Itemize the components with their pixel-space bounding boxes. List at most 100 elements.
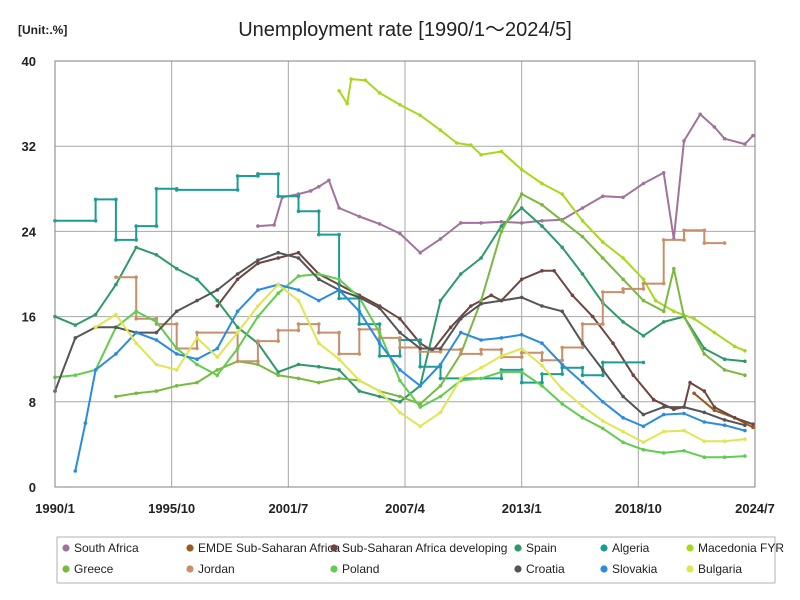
data-point <box>621 416 625 420</box>
data-point <box>661 405 666 409</box>
data-point <box>580 219 585 223</box>
data-point <box>438 346 443 351</box>
data-point <box>682 228 686 233</box>
data-point <box>154 338 159 342</box>
data-point <box>621 440 625 445</box>
data-point <box>661 429 666 434</box>
data-point <box>540 384 544 388</box>
data-point <box>154 389 159 393</box>
data-point <box>174 309 179 314</box>
data-point <box>256 304 260 308</box>
data-point <box>459 221 463 225</box>
data-point <box>499 370 504 374</box>
data-point <box>499 229 504 234</box>
data-point <box>499 354 504 358</box>
data-point <box>114 394 118 399</box>
x-axis: 1990/1 1995/10 2001/7 2007/4 2013/1 2018/10 20… <box>35 501 775 516</box>
data-point <box>174 368 179 372</box>
data-point <box>519 206 524 210</box>
data-point <box>580 206 585 210</box>
data-point <box>454 141 459 145</box>
data-point <box>418 405 423 409</box>
data-point <box>641 277 646 282</box>
data-point <box>134 341 138 346</box>
data-point <box>114 238 118 242</box>
data-point <box>357 327 362 332</box>
data-point <box>519 380 524 385</box>
data-point <box>722 357 727 362</box>
data-point <box>256 362 260 367</box>
legend-label: South Africa <box>74 541 139 555</box>
legend-marker <box>186 565 194 573</box>
data-point <box>601 373 605 378</box>
data-point <box>601 426 605 431</box>
data-point <box>377 306 382 310</box>
data-point <box>702 352 707 356</box>
data-point <box>499 224 504 228</box>
series-3 <box>53 206 747 404</box>
legend-item: Macedonia FYR <box>686 541 784 555</box>
x-tick-label: 1995/10 <box>148 501 195 516</box>
legend-label: Jordan <box>198 562 235 576</box>
data-point <box>743 428 747 433</box>
data-point <box>519 332 524 337</box>
data-point <box>682 238 686 242</box>
data-point <box>256 261 260 266</box>
data-point <box>398 378 402 383</box>
legend-label: Sub-Saharan Africa developing <box>342 541 507 555</box>
data-point <box>93 325 98 330</box>
data-point <box>154 330 159 335</box>
data-point <box>702 228 707 233</box>
data-point <box>235 359 240 364</box>
series-5 <box>337 77 747 353</box>
legend-marker <box>686 565 694 573</box>
data-point <box>235 277 240 282</box>
data-point <box>195 277 199 282</box>
data-point <box>134 275 138 280</box>
data-point <box>519 167 524 172</box>
data-point <box>560 192 564 196</box>
data-point <box>174 188 179 192</box>
data-point <box>469 304 473 308</box>
data-point <box>174 266 179 271</box>
x-tick-label: 2007/4 <box>385 501 426 516</box>
data-point <box>398 345 402 350</box>
data-point <box>672 407 676 412</box>
data-point <box>134 309 138 314</box>
data-point <box>580 373 585 378</box>
data-point <box>438 376 443 381</box>
data-point <box>580 365 585 370</box>
legend-marker <box>62 565 70 573</box>
data-point <box>134 224 138 228</box>
data-point <box>377 91 382 95</box>
legend-item: Bulgaria <box>686 562 742 576</box>
y-tick-label: 32 <box>22 139 36 154</box>
data-point <box>661 451 666 455</box>
data-point <box>621 277 625 282</box>
data-point <box>174 322 179 326</box>
data-point <box>438 362 443 367</box>
legend-label: Croatia <box>526 562 565 576</box>
data-point <box>692 391 696 396</box>
data-point <box>560 309 564 314</box>
data-point <box>296 209 301 213</box>
data-point <box>317 277 321 282</box>
y-tick-label: 16 <box>22 310 36 325</box>
data-point <box>195 380 199 385</box>
data-point <box>327 178 331 183</box>
legend-label: Slovakia <box>612 562 658 576</box>
data-point <box>682 449 686 453</box>
data-point <box>418 364 423 369</box>
data-point <box>540 341 544 346</box>
data-point <box>540 363 544 368</box>
data-point <box>540 203 544 207</box>
plot-frame <box>54 60 756 488</box>
data-point <box>276 282 281 287</box>
data-point <box>459 272 463 276</box>
data-point <box>235 272 240 276</box>
data-point <box>134 316 138 321</box>
legend-label: Algeria <box>612 541 650 555</box>
data-point <box>296 256 301 260</box>
data-point <box>479 221 483 225</box>
data-point <box>621 256 625 260</box>
